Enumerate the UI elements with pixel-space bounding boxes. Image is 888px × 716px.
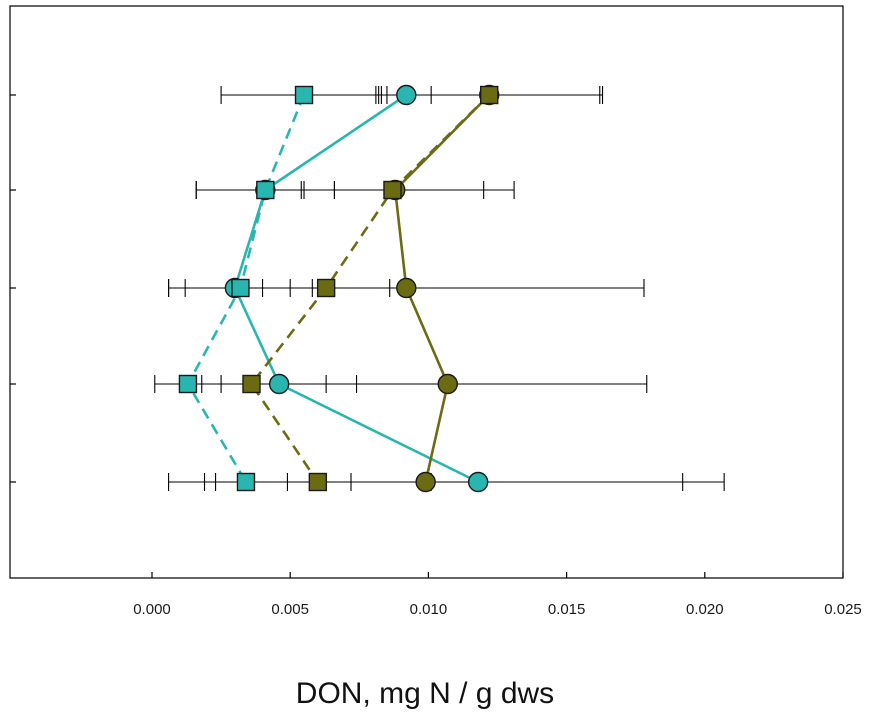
series-2-point-4 [178, 374, 198, 394]
series-markers [178, 84, 500, 493]
series-4-point-2 [383, 180, 402, 200]
x-tick-label-5: 0.025 [824, 601, 862, 618]
x-tick-label-3: 0.015 [548, 601, 586, 618]
series-4-point-4 [242, 374, 261, 394]
series-2-point-1 [294, 85, 314, 105]
x-axis-ticks: 0.000 0.005 0.010 0.015 0.020 0.025 [133, 572, 862, 618]
series-3-point-5 [415, 471, 436, 493]
series-1-point-1 [396, 84, 417, 106]
series-2-point-2 [256, 180, 275, 200]
series-4-point-5 [308, 472, 328, 492]
series-3-point-4 [437, 373, 458, 395]
series-2-point-5 [236, 472, 256, 492]
x-tick-label-4: 0.020 [686, 601, 724, 618]
series-4-point-1 [480, 85, 499, 105]
x-tick-label-1: 0.005 [271, 601, 309, 618]
y-axis-ticks [10, 94, 16, 483]
x-tick-label-0: 0.000 [133, 601, 171, 618]
x-tick-label-2: 0.010 [410, 601, 448, 618]
series-3-point-3 [396, 277, 417, 299]
series-1-point-5 [467, 471, 489, 493]
plot-frame [9, 5, 844, 579]
series-2-point-3 [231, 278, 250, 298]
x-axis-label: DON, mg N / g dws [296, 677, 554, 710]
series-4-point-3 [316, 278, 336, 298]
series-1-point-4 [268, 373, 290, 395]
